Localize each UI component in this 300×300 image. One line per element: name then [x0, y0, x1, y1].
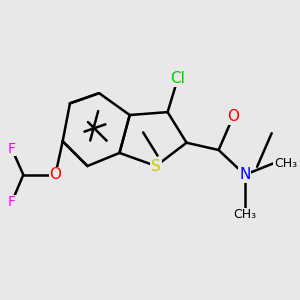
Text: O: O — [50, 167, 61, 182]
Text: O: O — [227, 109, 239, 124]
Text: N: N — [239, 167, 250, 182]
Text: CH₃: CH₃ — [233, 208, 256, 221]
Text: Cl: Cl — [170, 71, 185, 86]
Text: F: F — [8, 142, 16, 155]
Text: S: S — [151, 158, 161, 173]
Text: CH₃: CH₃ — [274, 157, 297, 169]
Text: F: F — [8, 196, 16, 209]
